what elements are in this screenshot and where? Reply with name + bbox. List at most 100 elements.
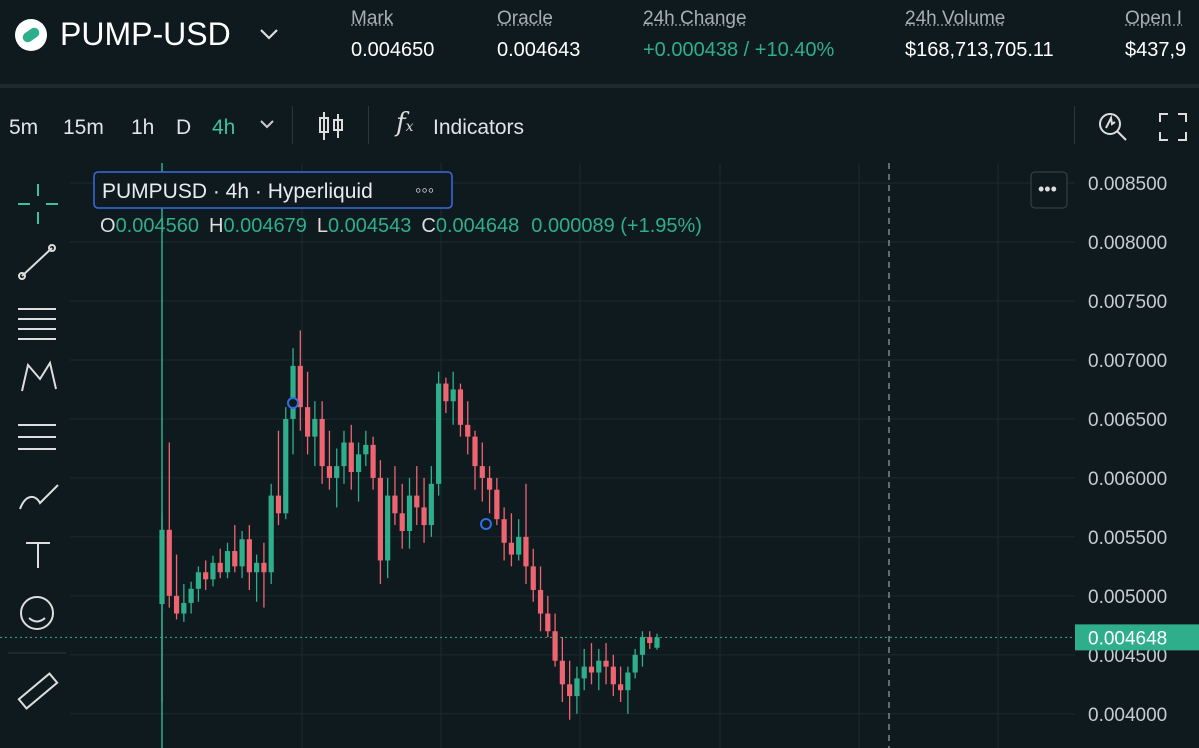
- candle-body: [457, 389, 464, 425]
- candle-body: [588, 666, 595, 673]
- candle-body: [239, 539, 245, 567]
- interval-button[interactable]: 1h: [131, 116, 155, 139]
- stat-label: 24h Change: [643, 8, 747, 29]
- candle-body: [334, 466, 340, 478]
- legend-more: ◦◦◦: [415, 180, 434, 200]
- candle-body: [377, 477, 383, 561]
- candle-body: [596, 660, 602, 673]
- candle-body: [355, 454, 362, 473]
- interval-button[interactable]: 15m: [63, 116, 104, 139]
- fib-tool[interactable]: [18, 308, 56, 340]
- y-tick-label: 0.005000: [1088, 587, 1167, 608]
- dropdown-icon[interactable]: [258, 26, 280, 42]
- candle-body: [479, 466, 485, 478]
- candle-body: [516, 536, 522, 555]
- stat: 24h Volume $168,713,705.11: [905, 8, 1054, 62]
- ohlc-l: 0.004543: [328, 215, 411, 237]
- stat-value: $437,9: [1125, 39, 1187, 61]
- chart-menu[interactable]: [1030, 171, 1068, 209]
- stat-label: Open I: [1125, 8, 1183, 29]
- crosshair-tool[interactable]: [18, 184, 58, 224]
- candle-body: [406, 495, 413, 531]
- magic-icon[interactable]: [1096, 110, 1130, 142]
- ohlc-c_label: C: [421, 215, 435, 237]
- ohlc-change: 0.000089 (+1.95%): [531, 215, 702, 237]
- stat-label: Mark: [351, 8, 394, 29]
- candle-body: [530, 566, 536, 590]
- candle-body: [166, 529, 172, 596]
- candle-body: [494, 489, 500, 520]
- candle-body: [508, 542, 515, 555]
- candle-body: [436, 383, 442, 484]
- candle-body: [341, 442, 347, 467]
- chart-menu-dots: •••: [1038, 179, 1057, 199]
- indicators-button[interactable]: Indicators: [433, 116, 525, 139]
- text-tool[interactable]: [26, 542, 50, 568]
- candle-type-icon[interactable]: [316, 110, 346, 142]
- candle-body: [545, 613, 551, 632]
- candle-body: [465, 424, 471, 437]
- candle-body: [581, 666, 587, 679]
- stat-value: $168,713,705.11: [905, 39, 1054, 61]
- candle-body: [486, 477, 493, 490]
- interval-button[interactable]: D: [176, 116, 192, 139]
- candle-body: [610, 666, 616, 685]
- stat: 24h Change +0.000438 / +10.40%: [643, 8, 834, 62]
- emoji-tool[interactable]: [20, 596, 54, 630]
- brush-tool[interactable]: [19, 484, 59, 510]
- stat-label: Oracle: [497, 8, 553, 29]
- ohlc-legend: O0.004560 H0.004679 L0.004543 C0.004648 0.00…: [100, 215, 702, 237]
- ohlc-l_label: L: [317, 215, 328, 237]
- candle-body: [261, 562, 267, 573]
- candle-body: [414, 495, 420, 508]
- pattern-tool[interactable]: [21, 360, 57, 392]
- candle-body: [392, 495, 398, 514]
- event-marker: [480, 518, 492, 530]
- candle-body: [632, 654, 638, 673]
- candle-body: [421, 507, 427, 526]
- interval-button[interactable]: 4h: [212, 116, 236, 139]
- stat: Mark 0.004650: [351, 8, 434, 62]
- y-tick-label: 0.008500: [1088, 174, 1167, 195]
- candle-body: [283, 418, 289, 514]
- candle-body: [181, 602, 187, 614]
- candle-body: [290, 365, 296, 419]
- ohlc-o: 0.004560: [116, 215, 199, 237]
- stat-value: 0.004643: [497, 39, 581, 61]
- candle-body: [232, 551, 238, 567]
- fullscreen-icon[interactable]: [1158, 112, 1188, 142]
- ruler-tool[interactable]: [17, 672, 59, 710]
- candle-body: [246, 539, 252, 573]
- candle-body: [523, 536, 529, 567]
- y-tick-label: 0.004000: [1088, 705, 1167, 726]
- y-tick-label: 0.005500: [1088, 528, 1167, 549]
- candle-body: [654, 637, 660, 648]
- candle-body: [319, 418, 325, 467]
- trend-line-tool[interactable]: [18, 244, 56, 280]
- candle-body: [370, 444, 376, 478]
- stat-value: +0.000438 / +10.40%: [643, 39, 835, 61]
- drawing-tools: [8, 184, 66, 710]
- prediction-tool[interactable]: [18, 424, 56, 450]
- candle-body: [254, 562, 260, 573]
- interval-dropdown[interactable]: [258, 118, 276, 132]
- stat: Oracle 0.004643: [497, 8, 580, 62]
- candle-body: [618, 684, 624, 691]
- candle-body: [203, 572, 209, 580]
- interval-button[interactable]: 5m: [9, 116, 39, 139]
- y-tick-label: 0.007000: [1088, 351, 1167, 372]
- candle-body: [195, 572, 201, 589]
- candle-body: [173, 595, 180, 614]
- ohlc-h: 0.004679: [223, 215, 306, 237]
- fx-icon[interactable]: fx: [396, 108, 414, 138]
- candle-body: [472, 436, 478, 467]
- candle-body: [559, 660, 565, 685]
- candle-body: [639, 637, 646, 655]
- candle-body: [312, 418, 318, 437]
- candle-body: [217, 562, 223, 573]
- token-icon: [15, 19, 47, 51]
- last-price-box: [1075, 624, 1199, 651]
- symbol[interactable]: PUMP-USD: [60, 16, 231, 52]
- stat: Open I $437,9: [1125, 8, 1186, 62]
